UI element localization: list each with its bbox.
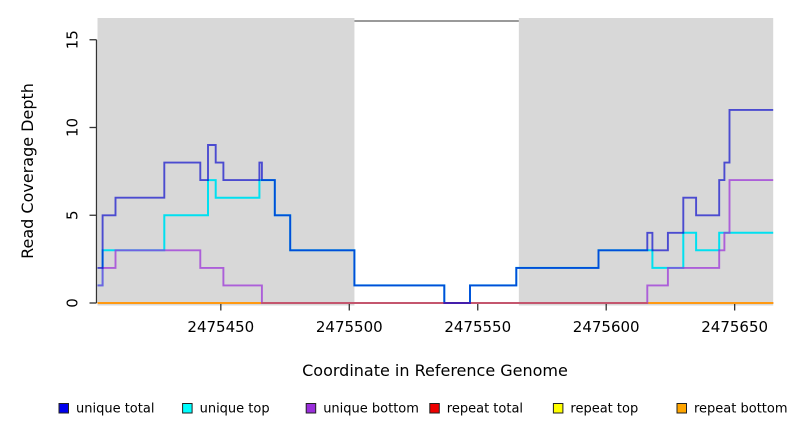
chart-legend: unique total unique top unique bottom repea… <box>58 402 788 417</box>
legend-label-unique-total: unique total <box>76 402 154 417</box>
x-tick-label: 2475650 <box>701 318 768 336</box>
y-tick-label: 15 <box>63 30 81 49</box>
x-tick-label: 2475600 <box>573 318 640 336</box>
shaded-background-bands <box>97 18 774 306</box>
y-tick-label: 10 <box>63 118 81 137</box>
data-series-lines <box>97 108 774 304</box>
legend-label-repeat-total: repeat total <box>447 402 523 417</box>
legend-swatch-unique-top <box>182 403 193 414</box>
chart-line-unique-total <box>97 108 774 304</box>
y-tick-label: 5 <box>63 210 81 220</box>
left-gray-band <box>97 18 355 306</box>
x-tick-label: 2475550 <box>444 318 511 336</box>
legend-label-unique-bottom: unique bottom <box>323 402 419 417</box>
legend-swatch-unique-total <box>58 403 69 414</box>
legend-label-repeat-top: repeat top <box>570 402 638 417</box>
legend-swatch-unique-bottom <box>305 403 317 414</box>
x-axis-title: Coordinate in Reference Genome <box>302 361 568 380</box>
legend-swatch-repeat-bottom <box>676 403 687 414</box>
x-tick-label: 2475500 <box>316 318 383 336</box>
axes-and-ticks: 0 5 10 15 2475450 2475500 2475550 2475600 247565… <box>63 30 768 336</box>
legend-swatch-repeat-top <box>552 403 564 414</box>
x-tick-label: 2475450 <box>187 318 254 336</box>
legend-label-repeat-bottom: repeat bottom <box>694 402 788 417</box>
right-gray-band <box>518 18 774 306</box>
y-axis-title: Read Coverage Depth <box>18 83 37 259</box>
legend-swatch-repeat-total <box>429 403 440 414</box>
y-tick-label: 0 <box>63 298 81 308</box>
legend-label-unique-top: unique top <box>200 402 270 417</box>
